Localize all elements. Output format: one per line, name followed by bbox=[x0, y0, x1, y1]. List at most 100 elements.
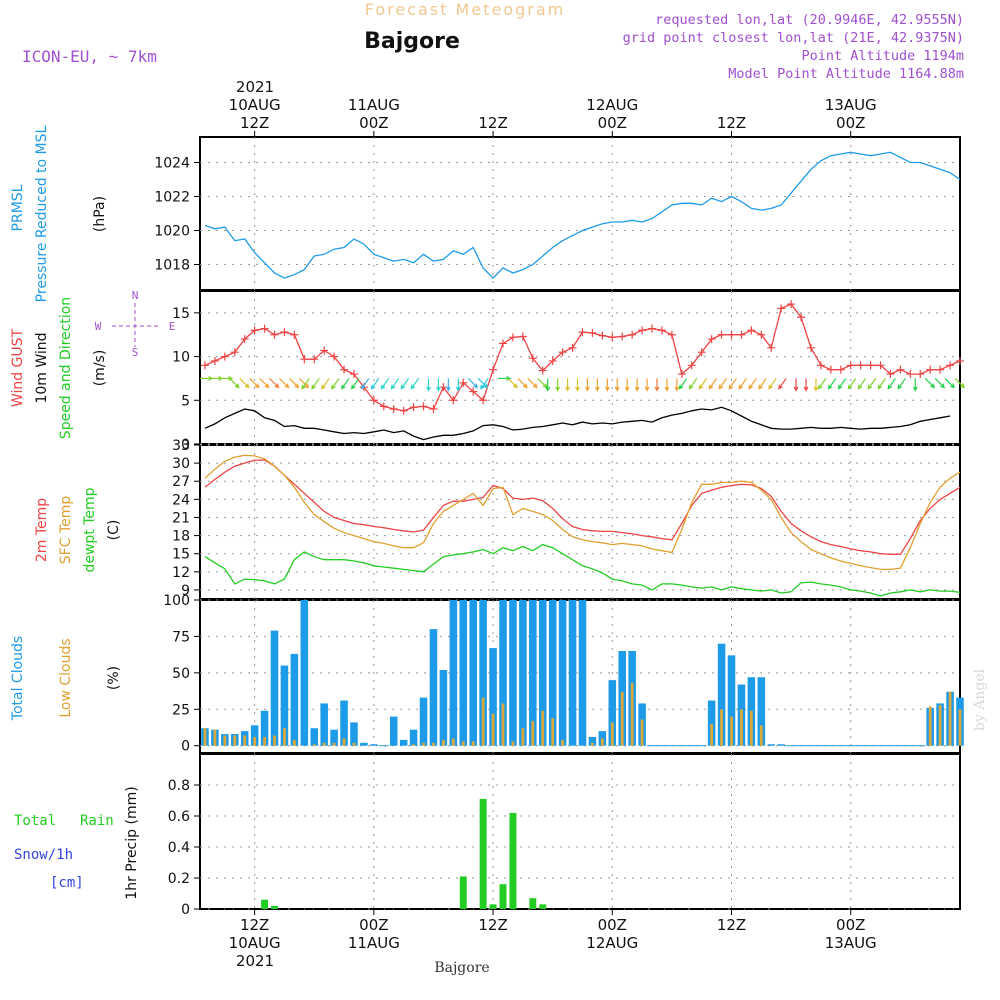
ytick-label: 9 bbox=[181, 583, 190, 599]
gust-marker bbox=[240, 335, 249, 344]
wind-arrow bbox=[738, 378, 747, 390]
wind-arrow bbox=[897, 378, 906, 390]
ytick-label: 30 bbox=[172, 456, 190, 472]
total-cloud-bar bbox=[727, 655, 736, 746]
low-cloud-bar bbox=[501, 703, 505, 746]
gust-marker bbox=[608, 333, 617, 342]
compass-e: E bbox=[169, 320, 176, 333]
wind-arrow bbox=[517, 378, 528, 389]
ytick-label: 75 bbox=[172, 629, 190, 645]
panel-pressure: 1018 1020 1022 1024 bbox=[154, 137, 961, 290]
series-10m-wind bbox=[204, 406, 951, 441]
gust-marker bbox=[787, 300, 796, 309]
model-altitude: Model Point Altitude 1164.88m bbox=[728, 66, 964, 82]
gust-marker bbox=[717, 330, 726, 339]
wind-arrow bbox=[545, 378, 551, 392]
top-time-label: 12Z bbox=[717, 114, 746, 132]
gust-marker bbox=[210, 356, 219, 365]
ytick-label: 0 bbox=[181, 902, 190, 918]
low-cloud-bar bbox=[740, 709, 743, 746]
series-sfc-temp bbox=[204, 454, 961, 571]
ytick-label: 10 bbox=[172, 350, 190, 366]
low-cloud-bar bbox=[292, 739, 296, 746]
wind-arrow bbox=[813, 378, 819, 392]
side-labels: PRMSL Pressure Reduced to MSL (hPa) Wind… bbox=[10, 125, 175, 899]
rain-bar bbox=[499, 884, 507, 909]
prmsl-label: PRMSL bbox=[10, 184, 26, 231]
wind-arrow bbox=[674, 378, 680, 392]
gust-marker bbox=[896, 365, 905, 374]
gust-marker bbox=[469, 387, 478, 396]
footer-location: Bajgore bbox=[434, 960, 489, 976]
series-2m-temp bbox=[204, 459, 961, 555]
low-cloud-bar bbox=[928, 706, 932, 746]
gust-marker bbox=[528, 354, 537, 363]
total-cloud-bar bbox=[538, 600, 547, 746]
low-cloud-bar bbox=[720, 709, 723, 746]
top-date-label: 12AUG bbox=[586, 96, 638, 114]
gust-marker bbox=[489, 365, 498, 374]
wind-arrow bbox=[614, 378, 620, 392]
wind-arrow bbox=[426, 378, 431, 392]
wind-arrow bbox=[837, 378, 847, 390]
wind-arrow bbox=[360, 378, 370, 390]
model-label: ICON-EU, ~ 7km bbox=[22, 47, 157, 66]
chart-title: Forecast Meteogram bbox=[365, 0, 565, 19]
gust-marker bbox=[588, 328, 597, 337]
ytick-label: 25 bbox=[172, 702, 190, 718]
total-cloud-bar bbox=[370, 744, 378, 746]
bottom-time-label: 12Z bbox=[478, 916, 507, 934]
top-date-label: 11AUG bbox=[348, 96, 400, 114]
total-cloud-bar bbox=[280, 665, 289, 746]
wind-arrow bbox=[924, 378, 936, 389]
total-cloud-bar bbox=[449, 600, 458, 746]
gust-marker bbox=[876, 361, 885, 370]
top-time-label: 00Z bbox=[836, 114, 865, 132]
total-cloud-bar bbox=[509, 600, 517, 746]
total-clouds-label: Total Clouds bbox=[10, 636, 26, 721]
wind-arrow bbox=[259, 378, 270, 389]
total-cloud-bar bbox=[360, 742, 368, 746]
gust-marker bbox=[926, 365, 935, 374]
total-cloud-bar bbox=[409, 729, 418, 746]
gust-marker bbox=[777, 304, 786, 313]
gust-marker bbox=[578, 328, 587, 337]
wind-arrow bbox=[857, 378, 867, 390]
low-cloud-bar bbox=[342, 738, 346, 746]
compass-w: W bbox=[95, 320, 102, 333]
low-cloud-bar bbox=[471, 741, 475, 746]
panel-frame-temp bbox=[199, 444, 961, 600]
wind-arrow bbox=[803, 378, 809, 392]
bottom-time-label: 00Z bbox=[598, 916, 627, 934]
wind-arrow bbox=[827, 378, 837, 390]
wind-arrow bbox=[817, 378, 827, 390]
wind-arrow bbox=[877, 378, 886, 390]
low-cloud-bar bbox=[422, 742, 425, 746]
gust-marker bbox=[389, 405, 398, 414]
low-cloud-bar bbox=[213, 729, 217, 746]
wind-arrow bbox=[624, 378, 630, 392]
rain-bar bbox=[489, 904, 497, 909]
snow-label: Snow/1h bbox=[14, 847, 73, 863]
ytick-label: 27 bbox=[172, 474, 190, 490]
gust-marker bbox=[479, 396, 488, 405]
gust-marker bbox=[310, 355, 319, 364]
total-cloud-bar bbox=[459, 600, 468, 746]
total-cloud-bar bbox=[399, 739, 408, 746]
wind-arrow bbox=[288, 378, 300, 389]
gust-marker bbox=[518, 332, 527, 341]
low-cloud-bar bbox=[521, 728, 525, 746]
gust-marker bbox=[340, 365, 349, 374]
gust-marker bbox=[270, 330, 279, 339]
low-cloud-bar bbox=[273, 735, 276, 746]
wind-arrow bbox=[331, 378, 340, 390]
wind-unit: (m/s) bbox=[92, 350, 108, 387]
wind-arrow bbox=[467, 378, 479, 389]
gust-marker bbox=[657, 326, 666, 335]
low-cloud-bar bbox=[461, 741, 465, 746]
bottom-year: 2021 bbox=[236, 952, 274, 970]
panels bbox=[199, 136, 961, 910]
low-cloud-bar bbox=[243, 735, 247, 746]
wind-arrow bbox=[585, 378, 590, 392]
